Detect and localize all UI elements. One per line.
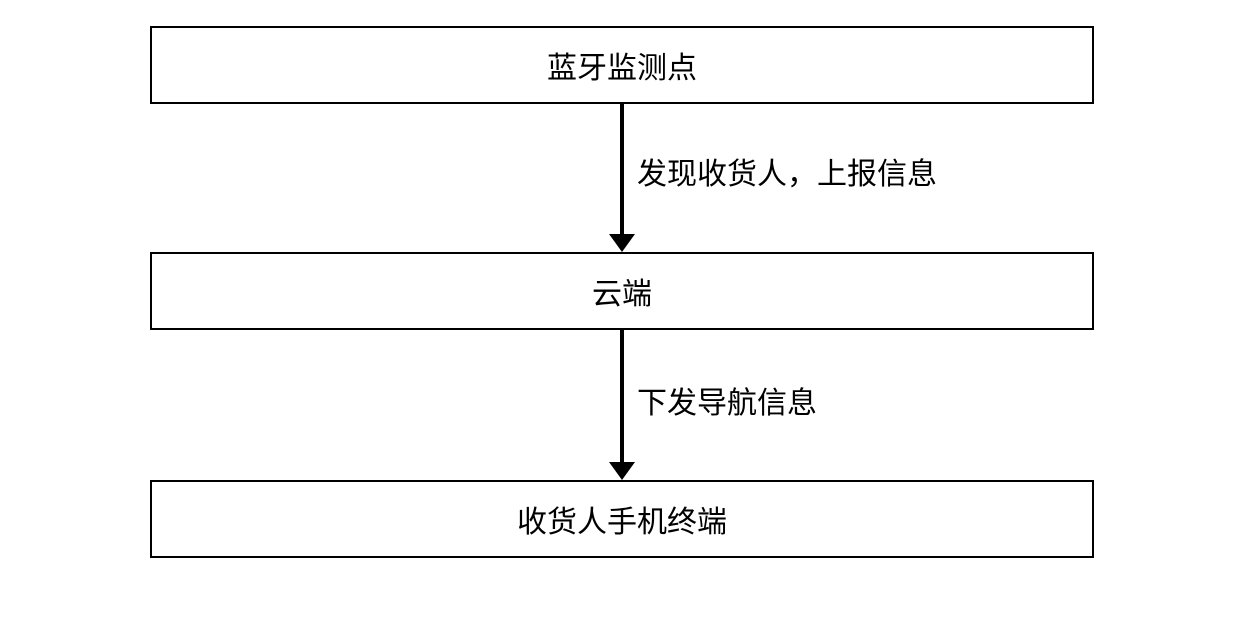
edge-text: 下发导航信息 [637,387,817,420]
node-bluetooth-monitor: 蓝牙监测点 [150,26,1094,104]
arrow-line [620,330,624,462]
node-label: 蓝牙监测点 [547,43,697,87]
arrow-line [620,104,624,234]
flowchart-canvas: 蓝牙监测点 发现收货人，上报信息 云端 下发导航信息 收货人手机终端 [0,0,1240,627]
edge-text: 发现收货人，上报信息 [637,158,937,191]
node-label: 云端 [592,269,652,313]
arrow-head-icon [609,462,635,480]
edge-label-detect-report: 发现收货人，上报信息 [637,149,937,193]
node-cloud: 云端 [150,252,1094,330]
arrow-head-icon [609,234,635,252]
node-label: 收货人手机终端 [517,497,727,541]
node-recipient-phone: 收货人手机终端 [150,480,1094,558]
edge-label-send-navigation: 下发导航信息 [637,378,817,422]
